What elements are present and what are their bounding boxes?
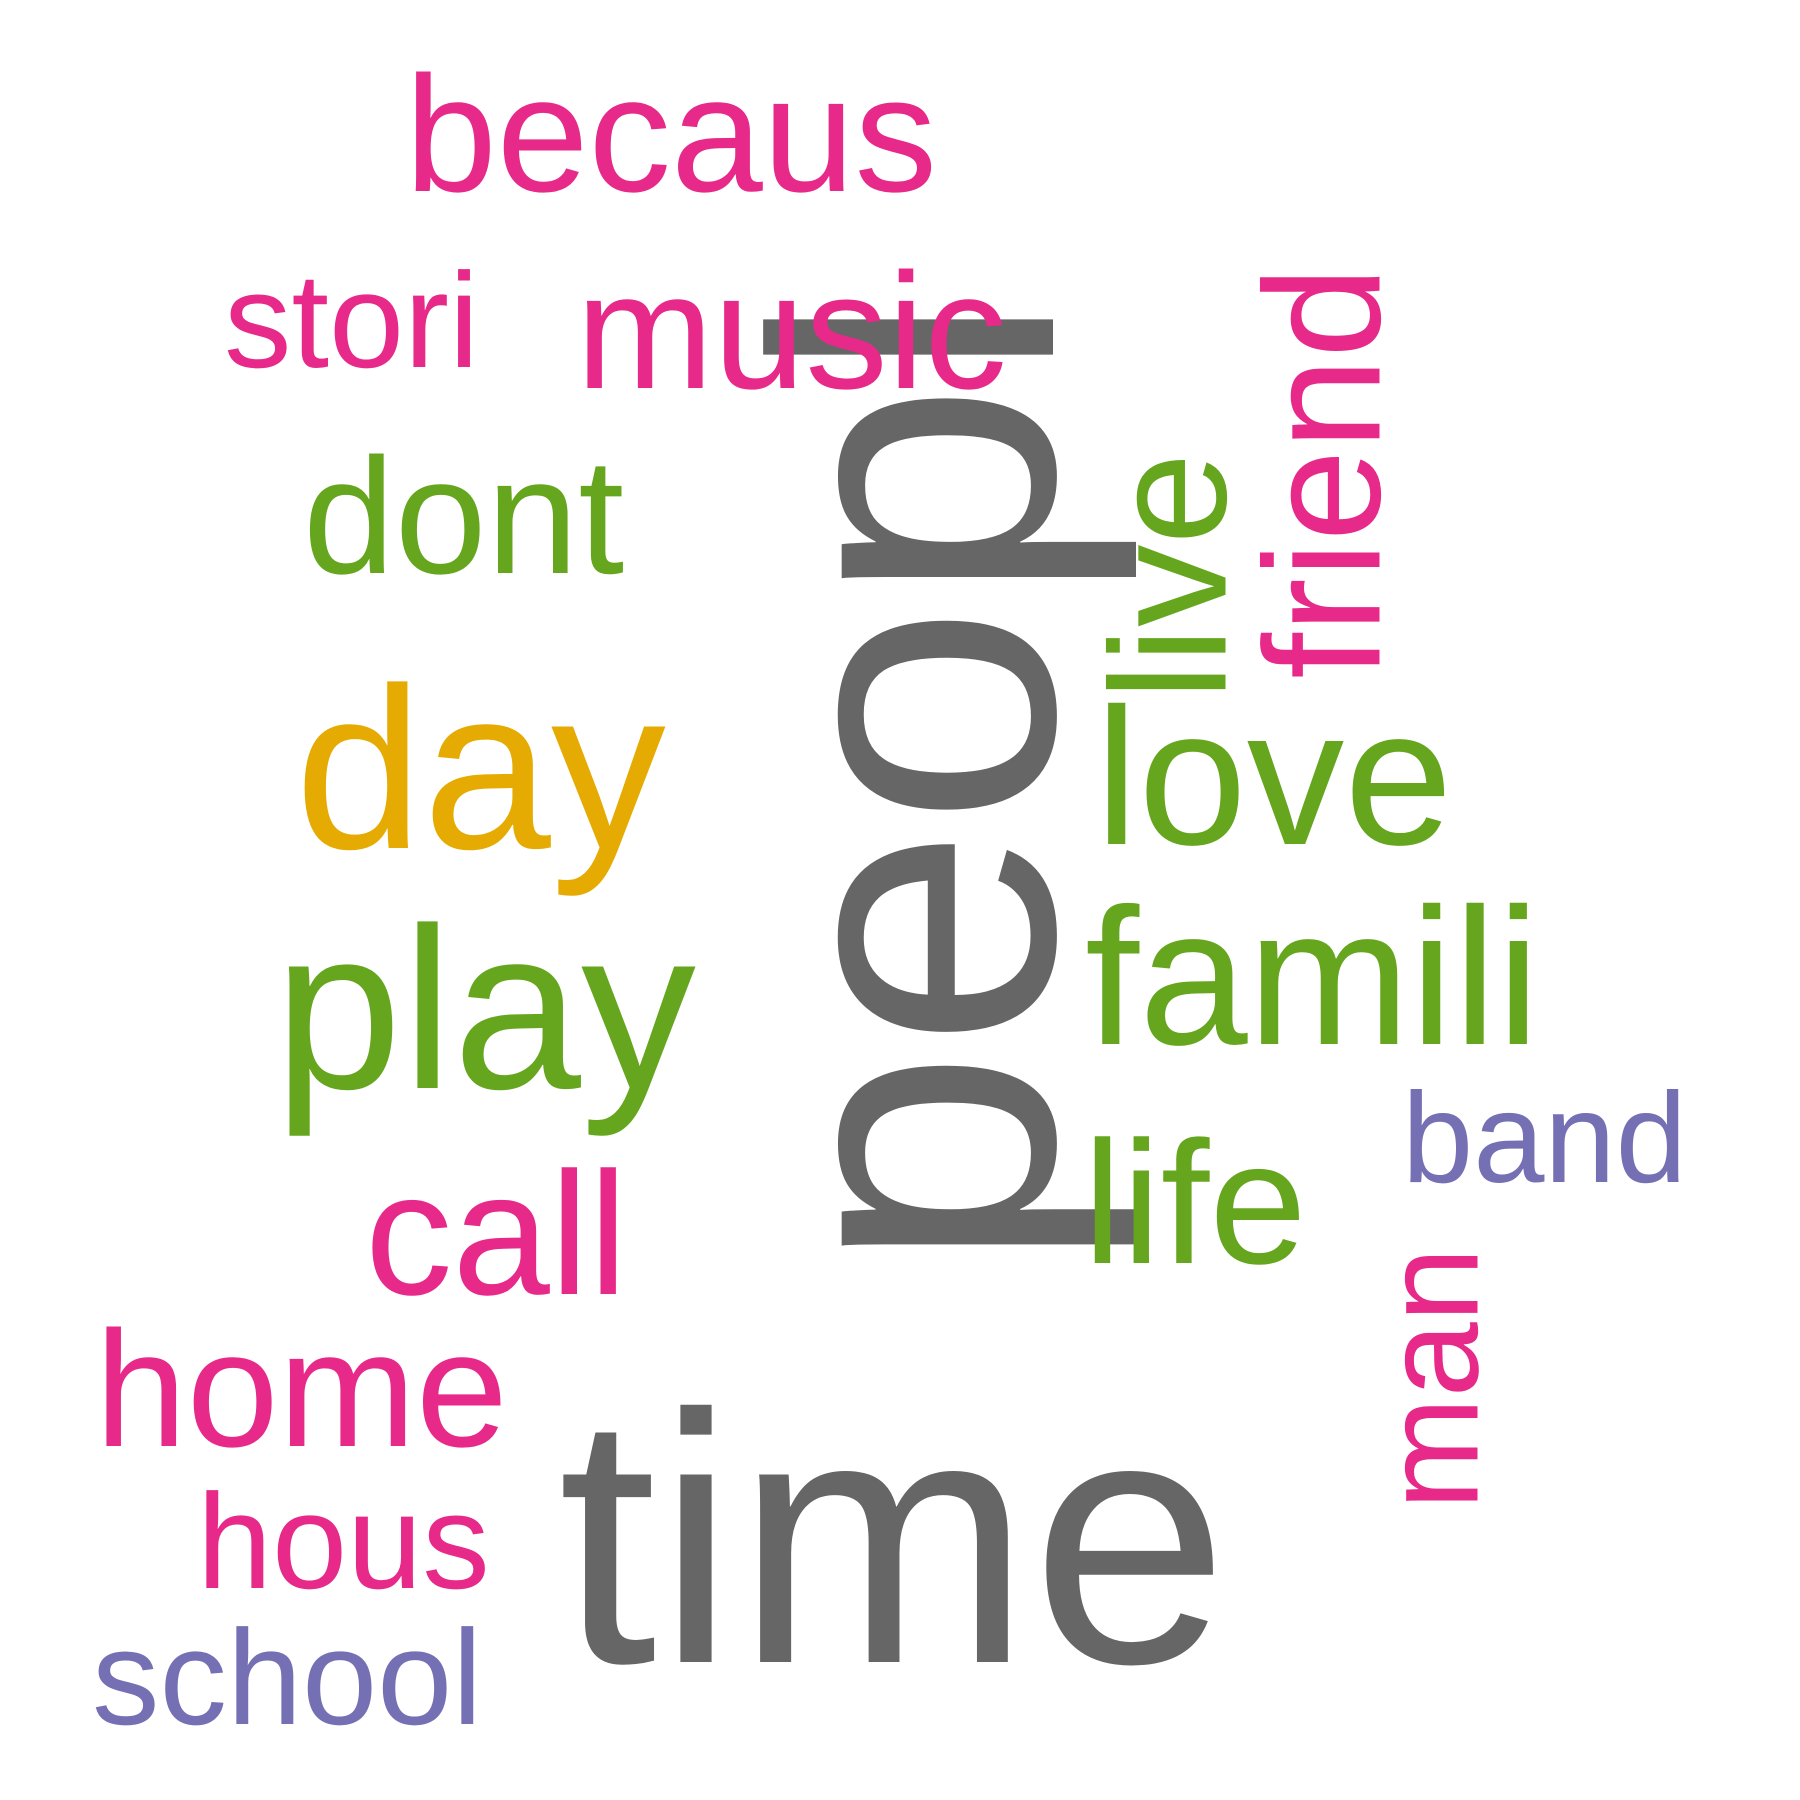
word-life: life (1083, 1106, 1307, 1301)
word-music: music (576, 239, 1007, 423)
word-band: band (1402, 1067, 1687, 1210)
word-famili: famili (1085, 868, 1541, 1086)
word-peopl: peopl (691, 292, 1138, 1272)
word-home: home (95, 1297, 508, 1481)
word-stori: stori (224, 245, 480, 396)
word-man: man (1355, 1247, 1507, 1510)
word-love: love (1095, 668, 1453, 886)
word-call: call (365, 1137, 628, 1332)
word-school: school (92, 1602, 483, 1753)
word-time: time (558, 1342, 1229, 1738)
word-becaus: becaus (405, 42, 938, 226)
word-dont: dont (303, 424, 625, 608)
word-hous: hous (197, 1466, 490, 1617)
word-friend: friend (1230, 266, 1415, 679)
word-day: day (295, 640, 666, 897)
word-play: play (274, 880, 696, 1137)
